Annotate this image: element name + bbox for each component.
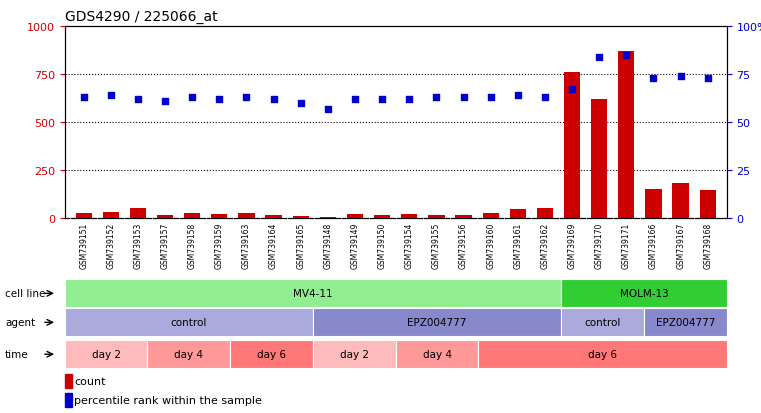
Text: count: count	[75, 376, 106, 386]
Point	[430, 95, 442, 101]
Point	[268, 97, 280, 103]
Text: GSM739164: GSM739164	[269, 222, 278, 268]
Text: GSM739149: GSM739149	[351, 222, 359, 268]
Bar	[320, 218, 336, 219]
Text: GSM739155: GSM739155	[432, 222, 441, 268]
Point	[539, 95, 551, 101]
Text: EPZ004777: EPZ004777	[407, 318, 466, 328]
Bar	[699, 190, 716, 219]
Bar	[455, 215, 472, 219]
Point	[376, 97, 388, 103]
Text: MV4-11: MV4-11	[293, 289, 333, 299]
Point	[159, 98, 171, 105]
Text: GSM739171: GSM739171	[622, 222, 631, 268]
Point	[511, 93, 524, 99]
Text: GDS4290 / 225066_at: GDS4290 / 225066_at	[65, 10, 218, 24]
Text: GSM739170: GSM739170	[595, 222, 603, 268]
Text: GSM739162: GSM739162	[540, 222, 549, 268]
Point	[593, 54, 605, 61]
Bar	[401, 214, 418, 219]
Point	[186, 95, 199, 101]
Text: EPZ004777: EPZ004777	[656, 318, 715, 328]
Text: MOLM-13: MOLM-13	[619, 289, 668, 299]
Bar	[428, 215, 444, 219]
Text: GSM739163: GSM739163	[242, 222, 251, 268]
Bar	[374, 215, 390, 219]
Text: GSM739148: GSM739148	[323, 222, 333, 268]
Point	[322, 106, 334, 113]
Text: day 4: day 4	[174, 349, 203, 359]
Bar	[591, 100, 607, 219]
Text: day 2: day 2	[91, 349, 120, 359]
Bar	[618, 52, 635, 219]
Text: GSM739150: GSM739150	[377, 222, 387, 268]
Text: percentile rank within the sample: percentile rank within the sample	[75, 395, 262, 405]
Text: GSM739166: GSM739166	[649, 222, 658, 268]
Text: GSM739157: GSM739157	[161, 222, 170, 268]
Text: GSM739153: GSM739153	[133, 222, 142, 268]
Bar	[673, 183, 689, 219]
Text: GSM739151: GSM739151	[79, 222, 88, 268]
Bar	[184, 213, 200, 219]
Bar	[266, 215, 282, 219]
Point	[403, 97, 416, 103]
Text: day 6: day 6	[588, 349, 617, 359]
Point	[240, 95, 253, 101]
Bar	[103, 212, 119, 219]
Text: GSM739161: GSM739161	[514, 222, 522, 268]
Bar	[212, 214, 228, 219]
Point	[349, 97, 361, 103]
Bar	[293, 217, 309, 219]
Point	[105, 93, 117, 99]
Bar	[65, 374, 72, 388]
Point	[78, 95, 90, 101]
Text: GSM739160: GSM739160	[486, 222, 495, 268]
Point	[132, 97, 144, 103]
Text: GSM739169: GSM739169	[568, 222, 577, 268]
Bar	[510, 209, 526, 219]
Text: GSM739154: GSM739154	[405, 222, 414, 268]
Point	[213, 97, 225, 103]
Bar	[347, 214, 363, 219]
Bar	[238, 213, 255, 219]
Text: GSM739159: GSM739159	[215, 222, 224, 268]
Text: GSM739167: GSM739167	[676, 222, 685, 268]
Point	[674, 74, 686, 80]
Bar	[157, 215, 174, 219]
Text: agent: agent	[5, 318, 35, 328]
Text: time: time	[5, 349, 29, 359]
Text: day 6: day 6	[257, 349, 286, 359]
Text: day 4: day 4	[422, 349, 451, 359]
Text: GSM739152: GSM739152	[107, 222, 116, 268]
Text: GSM739168: GSM739168	[703, 222, 712, 268]
Bar	[564, 73, 580, 219]
Point	[485, 95, 497, 101]
Bar	[482, 213, 498, 219]
Bar	[130, 208, 146, 219]
Bar	[645, 189, 661, 219]
Bar	[537, 208, 553, 219]
Text: day 2: day 2	[340, 349, 369, 359]
Bar	[65, 393, 72, 407]
Text: GSM739158: GSM739158	[188, 222, 196, 268]
Point	[566, 87, 578, 93]
Point	[648, 76, 660, 82]
Point	[620, 52, 632, 59]
Text: GSM739165: GSM739165	[296, 222, 305, 268]
Point	[702, 76, 714, 82]
Point	[457, 95, 470, 101]
Text: control: control	[170, 318, 207, 328]
Point	[295, 100, 307, 107]
Bar	[75, 213, 92, 219]
Text: control: control	[584, 318, 621, 328]
Text: GSM739156: GSM739156	[459, 222, 468, 268]
Text: cell line: cell line	[5, 289, 46, 299]
